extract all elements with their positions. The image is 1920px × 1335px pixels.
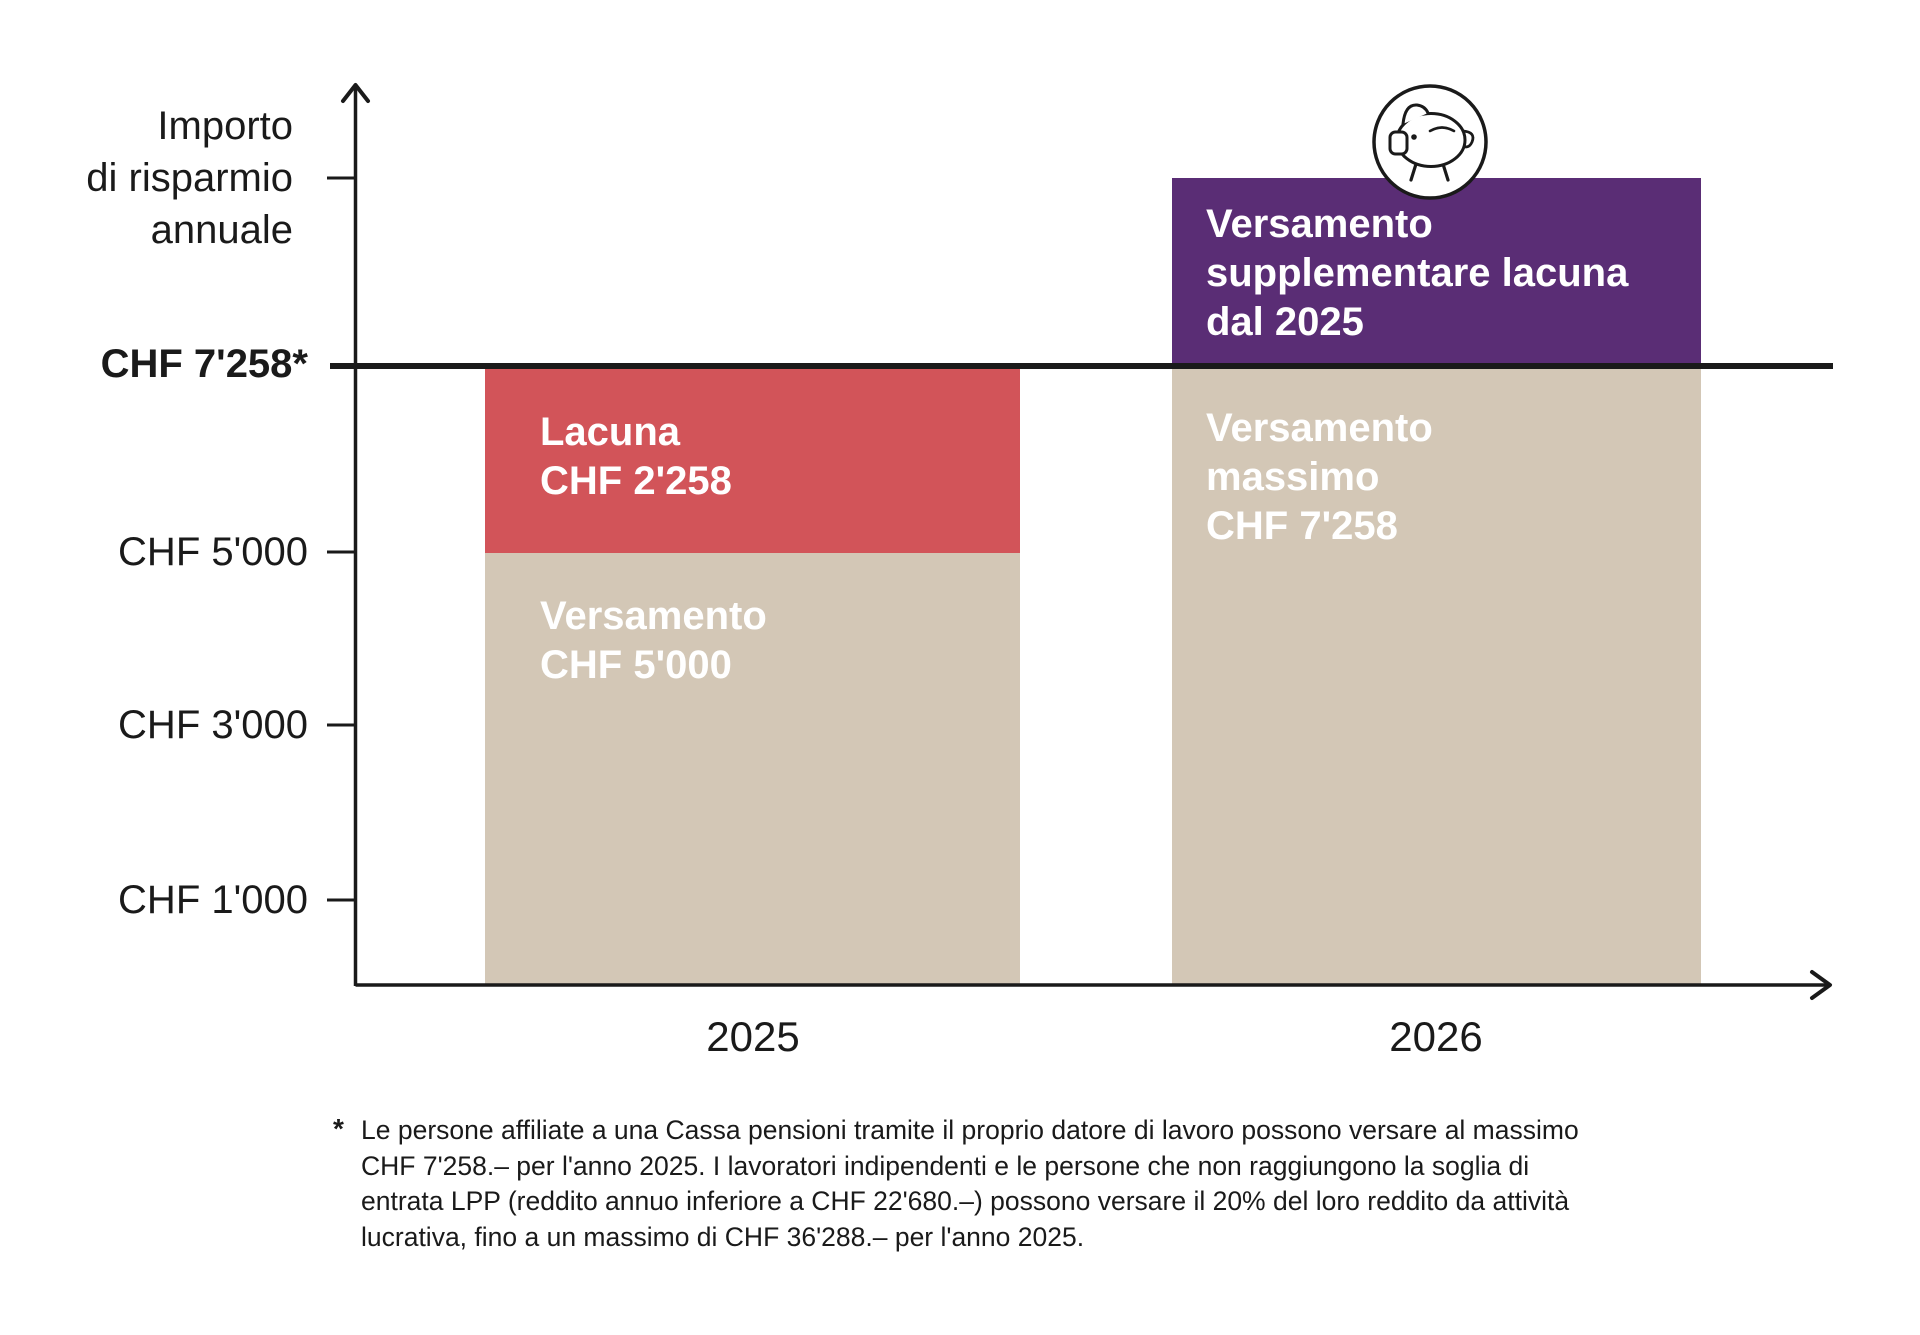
bar-2026-versamento-label: Versamento massimo CHF 7'258 bbox=[1206, 404, 1433, 551]
footnote-line: lucrativa, fino a un massimo di CHF 36'2… bbox=[361, 1221, 1085, 1252]
bar-2025-versamento-segment bbox=[485, 553, 1020, 985]
y-axis-arrow-icon bbox=[341, 83, 370, 103]
y-axis-title: Importo di risparmio annuale bbox=[40, 100, 293, 256]
footnote-line: CHF 7'258.– per l'anno 2025. I lavorator… bbox=[361, 1150, 1530, 1181]
footnote-text: Le persone affiliate a una Cassa pension… bbox=[361, 1113, 1579, 1255]
bar-label-line: massimo bbox=[1206, 455, 1380, 499]
bar-2026-supplemento-label: Versamento supplementare lacuna dal 2025 bbox=[1206, 200, 1628, 347]
bar-label-line: CHF 2'258 bbox=[540, 459, 732, 503]
bar-2025-lacuna-segment bbox=[485, 369, 1020, 553]
y-axis-title-line: Importo bbox=[157, 104, 293, 148]
bar-2025-lacuna-label: Lacuna CHF 2'258 bbox=[540, 408, 732, 506]
bar-2025-versamento-label: Versamento CHF 5'000 bbox=[540, 592, 767, 690]
y-tick-label-3000: CHF 3'000 bbox=[118, 703, 308, 747]
bar-label-line: supplementare lacuna bbox=[1206, 251, 1629, 295]
y-tick-label-5000: CHF 5'000 bbox=[118, 530, 308, 574]
bar-label-line: Versamento bbox=[540, 594, 767, 638]
bar-label-line: Lacuna bbox=[540, 410, 681, 454]
y-tick-label-7258: CHF 7'258* bbox=[100, 342, 308, 386]
bar-label-line: CHF 5'000 bbox=[540, 643, 732, 687]
bar-label-line: Versamento bbox=[1206, 406, 1433, 450]
bar-label-line: CHF 7'258 bbox=[1206, 504, 1398, 548]
footnote-line: Le persone affiliate a una Cassa pension… bbox=[361, 1115, 1579, 1145]
y-axis-title-line: di risparmio bbox=[86, 156, 293, 200]
x-axis-arrow-icon bbox=[1810, 970, 1832, 1000]
x-tick-label-2026: 2026 bbox=[1389, 1013, 1483, 1060]
bar-2026-versamento-segment bbox=[1172, 369, 1701, 985]
footnote-asterisk: * bbox=[333, 1113, 344, 1144]
y-axis-title-line: annuale bbox=[150, 208, 293, 252]
y-tick-label-1000: CHF 1'000 bbox=[118, 878, 308, 922]
bar-label-line: Versamento bbox=[1206, 202, 1433, 246]
x-tick-label-2025: 2025 bbox=[706, 1013, 800, 1060]
bar-2026-supplemento-segment bbox=[1172, 178, 1701, 363]
footnote-line: entrata LPP (reddito annuo inferiore a C… bbox=[361, 1186, 1570, 1216]
bar-label-line: dal 2025 bbox=[1206, 300, 1364, 344]
